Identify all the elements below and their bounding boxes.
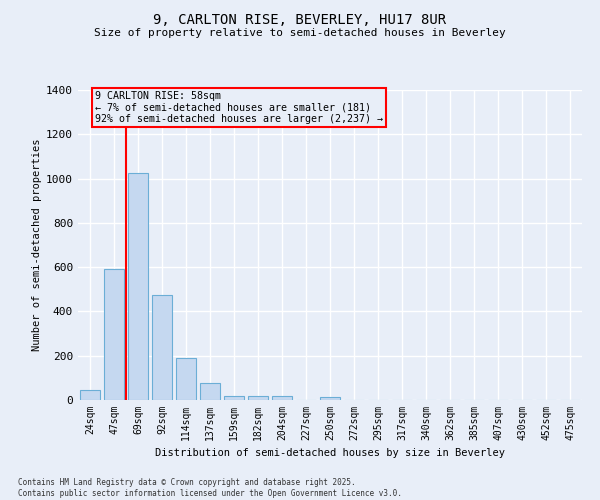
Bar: [176, 358, 196, 400]
Bar: [224, 396, 244, 400]
Text: 9 CARLTON RISE: 58sqm
← 7% of semi-detached houses are smaller (181)
92% of semi: 9 CARLTON RISE: 58sqm ← 7% of semi-detac…: [95, 91, 383, 124]
Bar: [320, 396, 340, 400]
Text: 9, CARLTON RISE, BEVERLEY, HU17 8UR: 9, CARLTON RISE, BEVERLEY, HU17 8UR: [154, 12, 446, 26]
Text: Size of property relative to semi-detached houses in Beverley: Size of property relative to semi-detach…: [94, 28, 506, 38]
Bar: [152, 295, 172, 400]
Text: Contains HM Land Registry data © Crown copyright and database right 2025.
Contai: Contains HM Land Registry data © Crown c…: [18, 478, 402, 498]
Bar: [128, 173, 148, 400]
Bar: [80, 390, 100, 400]
Bar: [200, 384, 220, 400]
X-axis label: Distribution of semi-detached houses by size in Beverley: Distribution of semi-detached houses by …: [155, 448, 505, 458]
Bar: [104, 270, 124, 400]
Bar: [272, 396, 292, 400]
Bar: [248, 396, 268, 400]
Y-axis label: Number of semi-detached properties: Number of semi-detached properties: [32, 138, 42, 351]
